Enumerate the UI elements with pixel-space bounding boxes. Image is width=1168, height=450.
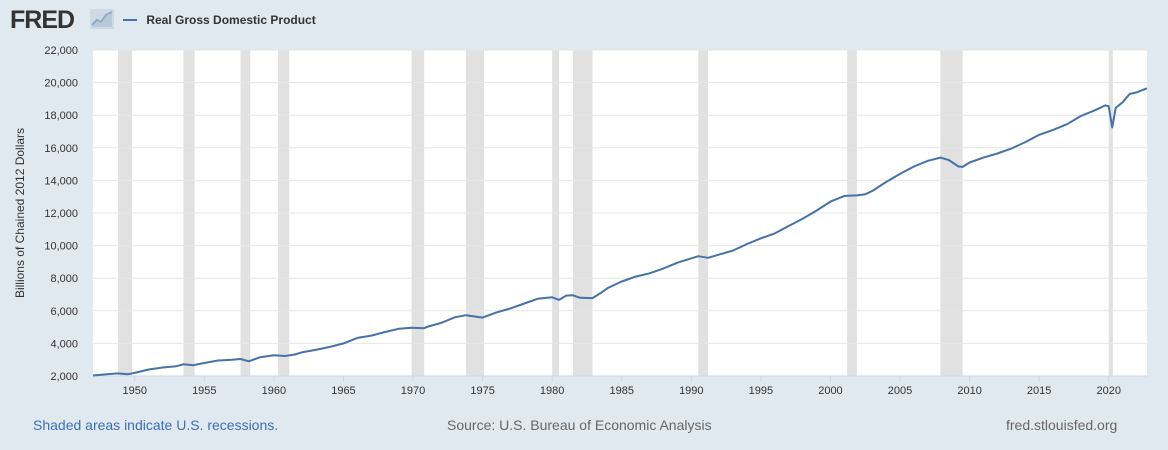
series-layer: [92, 87, 1148, 377]
x-tick-label: 1990: [679, 385, 703, 397]
series-line-real-gdp: [92, 87, 1148, 377]
fred-logo[interactable]: FRED: [10, 6, 75, 34]
y-tick-label: 20,000: [44, 78, 78, 90]
x-tick-label: 2010: [957, 385, 981, 397]
chart-header: FRED Real Gross Domestic Product: [0, 0, 1168, 40]
x-tick-label: 1955: [192, 385, 216, 397]
y-tick-label: 18,000: [44, 110, 78, 122]
y-tick-label: 14,000: [44, 175, 78, 187]
source-note: Source: U.S. Bureau of Economic Analysis: [447, 417, 712, 433]
recession-note-link[interactable]: Shaded areas indicate U.S. recessions.: [33, 417, 279, 433]
y-tick-label: 6,000: [50, 306, 78, 318]
y-tick-label: 8,000: [50, 273, 78, 285]
chart-area[interactable]: 2,000 4,000 6,000 8,000 10,000 12,000 14,000 16…: [0, 40, 1168, 410]
fred-site-link[interactable]: fred.stlouisfed.org: [1006, 417, 1118, 433]
x-tick-label: 2015: [1027, 385, 1051, 397]
x-tick-label: 1950: [123, 385, 147, 397]
x-tick-label: 1960: [262, 385, 286, 397]
x-tick-label: 1965: [331, 385, 355, 397]
y-tick-label: 12,000: [44, 208, 78, 220]
y-axis: 2,000 4,000 6,000 8,000 10,000 12,000 14,000 16…: [44, 45, 78, 383]
x-tick-label: 1995: [749, 385, 773, 397]
chart-legend[interactable]: Real Gross Domestic Product: [123, 12, 316, 27]
x-tick-label: 1970: [401, 385, 425, 397]
y-axis-label: Billions of Chained 2012 Dollars: [13, 128, 27, 298]
legend-line-swatch: [123, 18, 137, 21]
x-tick-label: 2020: [1096, 385, 1120, 397]
x-axis: 1950 1955 1960 1965 1970 1975 1980 1985 1990 1995…: [93, 375, 1147, 397]
x-tick-label: 1985: [609, 385, 633, 397]
y-tick-label: 4,000: [50, 338, 78, 350]
x-tick-label: 1980: [540, 385, 564, 397]
x-tick-label: 2000: [818, 385, 842, 397]
x-tick-label: 2005: [888, 385, 912, 397]
y-tick-label: 22,000: [44, 45, 78, 57]
y-tick-label: 2,000: [50, 371, 78, 383]
x-tick-label: 1975: [470, 385, 494, 397]
legend-series-label: Real Gross Domestic Product: [146, 12, 316, 27]
fred-logo-graph-icon[interactable]: [90, 9, 114, 29]
y-tick-label: 10,000: [44, 241, 78, 253]
y-tick-label: 16,000: [44, 143, 78, 155]
